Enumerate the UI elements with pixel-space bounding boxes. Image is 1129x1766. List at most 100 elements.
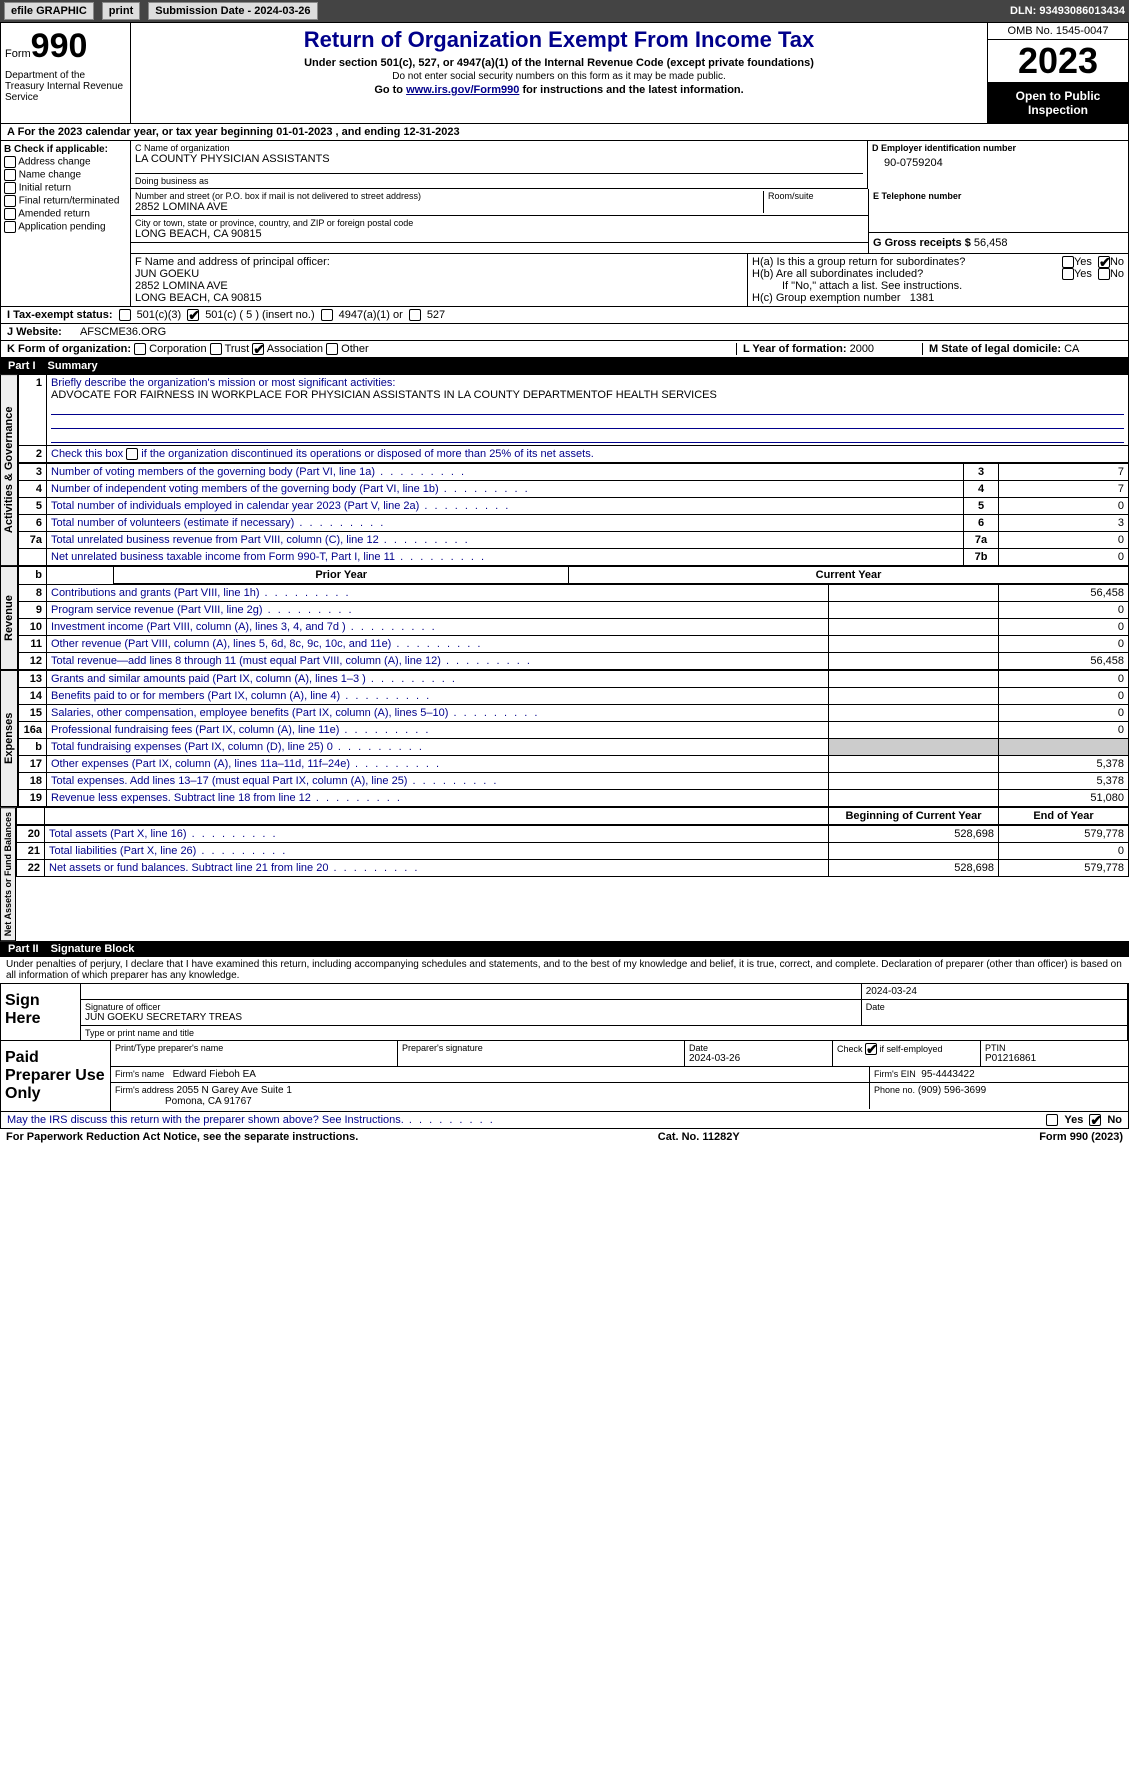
gross-receipts: 56,458 — [974, 237, 1008, 249]
addr-label: Number and street (or P.O. box if mail i… — [135, 191, 759, 201]
table-row: 5Total number of individuals employed in… — [19, 498, 1129, 515]
tax-year: 2023 — [988, 40, 1128, 83]
table-row: 13Grants and similar amounts paid (Part … — [19, 671, 1129, 688]
tab-revenue: Revenue — [0, 566, 18, 670]
type-label: Type or print name and title — [81, 1026, 1128, 1040]
table-row: 18Total expenses. Add lines 13–17 (must … — [19, 773, 1129, 790]
check-name-change[interactable] — [4, 169, 16, 181]
box-j: J Website: AFSCME36.ORG — [0, 324, 1129, 341]
discuss-no[interactable] — [1089, 1114, 1101, 1126]
discuss-text: May the IRS discuss this return with the… — [7, 1114, 495, 1126]
check-assoc[interactable] — [252, 343, 264, 355]
print-button[interactable]: print — [102, 2, 140, 20]
table-row: 15Salaries, other compensation, employee… — [19, 705, 1129, 722]
sign-here-label: Sign Here — [1, 984, 81, 1040]
governance-table: 1 Briefly describe the organization's mi… — [18, 374, 1129, 463]
discuss-yes[interactable] — [1046, 1114, 1058, 1126]
line1-label: Briefly describe the organization's miss… — [51, 377, 395, 389]
table-row: 19Revenue less expenses. Subtract line 1… — [19, 790, 1129, 807]
check-amended[interactable] — [4, 208, 16, 220]
ha-no[interactable] — [1098, 256, 1110, 268]
table-row: 22Net assets or fund balances. Subtract … — [17, 860, 1129, 877]
ha-yes[interactable] — [1062, 256, 1074, 268]
net-header: Beginning of Current YearEnd of Year — [16, 807, 1129, 825]
efile-button[interactable]: efile GRAPHIC — [4, 2, 94, 20]
check-discontinued[interactable] — [126, 448, 138, 460]
table-row: 9Program service revenue (Part VIII, lin… — [19, 602, 1129, 619]
ptin: P01216861 — [985, 1053, 1036, 1064]
website: AFSCME36.ORG — [80, 326, 166, 338]
line-a: A For the 2023 calendar year, or tax yea… — [0, 124, 1129, 141]
prep-name-label: Print/Type preparer's name — [115, 1043, 393, 1053]
firm-addr1: 2055 N Garey Ave Suite 1 — [177, 1085, 292, 1096]
form-title: Return of Organization Exempt From Incom… — [135, 27, 983, 53]
rev-rows: 8Contributions and grants (Part VIII, li… — [18, 584, 1129, 670]
box-k-label: K Form of organization: — [7, 343, 131, 355]
submission-date: Submission Date - 2024-03-26 — [148, 2, 317, 20]
check-initial[interactable] — [4, 182, 16, 194]
firm-phone: (909) 596-3699 — [918, 1085, 986, 1096]
group-exemption: 1381 — [910, 292, 934, 304]
box-j-label: J Website: — [7, 326, 62, 338]
box-klm: K Form of organization: Corporation Trus… — [0, 341, 1129, 358]
table-row: 11Other revenue (Part VIII, column (A), … — [19, 636, 1129, 653]
box-l-label: L Year of formation: — [743, 343, 847, 355]
table-row: 16aProfessional fundraising fees (Part I… — [19, 722, 1129, 739]
open-public: Open to Public Inspection — [988, 83, 1128, 123]
year-formation: 2000 — [850, 343, 874, 355]
box-m-label: M State of legal domicile: — [929, 343, 1061, 355]
form-footer: Form 990 (2023) — [1039, 1131, 1123, 1143]
omb-number: OMB No. 1545-0047 — [988, 23, 1128, 40]
check-self-employed[interactable] — [865, 1043, 877, 1055]
check-527[interactable] — [409, 309, 421, 321]
ssn-note: Do not enter social security numbers on … — [135, 71, 983, 82]
box-ha: H(a) Is this a group return for subordin… — [752, 256, 1062, 268]
street-address: 2852 LOMINA AVE — [135, 201, 759, 213]
perjury-text: Under penalties of perjury, I declare th… — [0, 957, 1129, 983]
org-name: LA COUNTY PHYSICIAN ASSISTANTS — [135, 153, 863, 165]
check-501c3[interactable] — [119, 309, 131, 321]
col-end: End of Year — [999, 808, 1129, 825]
box-hb: H(b) Are all subordinates included? — [752, 268, 1062, 280]
check-corp[interactable] — [134, 343, 146, 355]
table-row: 12Total revenue—add lines 8 through 11 (… — [19, 653, 1129, 670]
firm-name: Edward Fieboh EA — [173, 1069, 256, 1080]
check-address-change[interactable] — [4, 156, 16, 168]
dln: DLN: 93493086013434 — [1010, 5, 1125, 17]
legal-domicile: CA — [1064, 343, 1079, 355]
irs-link[interactable]: www.irs.gov/Form990 — [406, 84, 519, 96]
col-begin: Beginning of Current Year — [829, 808, 999, 825]
hb-no[interactable] — [1098, 268, 1110, 280]
prep-sig-label: Preparer's signature — [402, 1043, 680, 1053]
paid-preparer-block: Paid Preparer Use Only Print/Type prepar… — [0, 1041, 1129, 1112]
sign-date: 2024-03-24 — [862, 984, 1128, 999]
col-prior: Prior Year — [114, 567, 569, 584]
officer-sig: JUN GOEKU SECRETARY TREAS — [85, 1012, 857, 1023]
exp-rows: 13Grants and similar amounts paid (Part … — [18, 670, 1129, 807]
box-d-label: D Employer identification number — [872, 143, 1124, 153]
check-pending[interactable] — [4, 221, 16, 233]
check-4947[interactable] — [321, 309, 333, 321]
check-other[interactable] — [326, 343, 338, 355]
check-501c[interactable] — [187, 309, 199, 321]
form-prefix: Form — [5, 48, 31, 60]
check-trust[interactable] — [210, 343, 222, 355]
check-final[interactable] — [4, 195, 16, 207]
city-state-zip: LONG BEACH, CA 90815 — [135, 228, 864, 240]
paid-prep-label: Paid Preparer Use Only — [1, 1041, 111, 1111]
sig-label: Signature of officer — [85, 1002, 857, 1012]
page-footer: For Paperwork Reduction Act Notice, see … — [0, 1129, 1129, 1145]
line2: Check this box if the organization disco… — [51, 448, 594, 460]
part1-header: Part I Summary — [0, 358, 1129, 374]
tab-expenses: Expenses — [0, 670, 18, 807]
box-f-label: F Name and address of principal officer: — [135, 256, 743, 268]
table-row: Net unrelated business taxable income fr… — [19, 549, 1129, 566]
dept-label: Department of the Treasury Internal Reve… — [5, 66, 126, 103]
box-i: I Tax-exempt status: 501(c)(3) 501(c) ( … — [0, 307, 1129, 324]
toolbar: efile GRAPHIC print Submission Date - 20… — [0, 0, 1129, 22]
hb-yes[interactable] — [1062, 268, 1074, 280]
table-row: 10Investment income (Part VIII, column (… — [19, 619, 1129, 636]
table-row: 17Other expenses (Part IX, column (A), l… — [19, 756, 1129, 773]
city-label: City or town, state or province, country… — [135, 218, 864, 228]
net-rows: 20Total assets (Part X, line 16)528,6985… — [16, 825, 1129, 877]
